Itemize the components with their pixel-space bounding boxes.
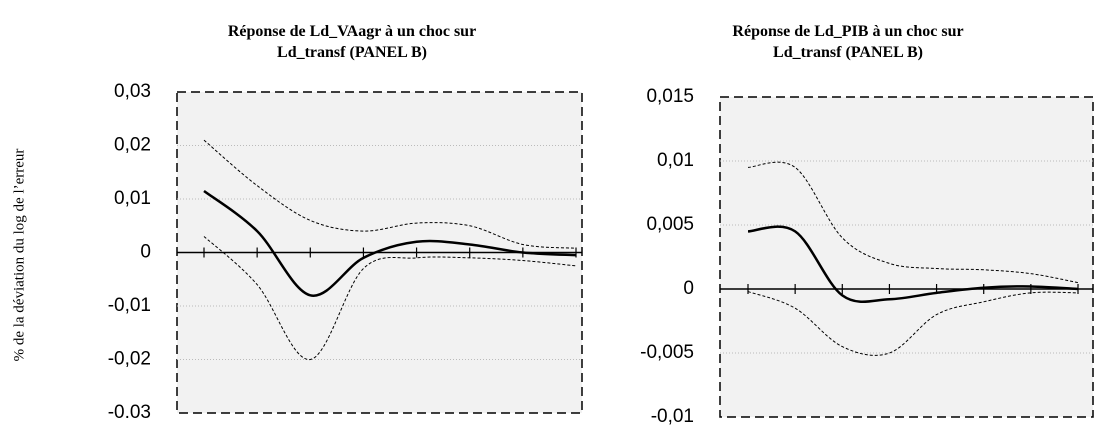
y-tick-label: 0,015 — [646, 86, 694, 107]
y-tick-label: -0,005 — [640, 342, 694, 363]
y-tick-label: -0,01 — [108, 295, 151, 316]
chart-title: Réponse de Ld_PIB à un choc sur — [732, 23, 963, 40]
series-line — [203, 139, 577, 249]
chart-title: Réponse de Ld_VAagr à un choc sur — [228, 23, 476, 40]
y-tick-label: 0,01 — [114, 188, 151, 209]
series-line — [747, 161, 1079, 284]
y-tick-label: 0,005 — [646, 214, 694, 235]
y-tick-label: -0,01 — [651, 406, 694, 425]
chart-subtitle: Ld_transf (PANEL B) — [277, 44, 427, 61]
y-tick-label: 0 — [683, 278, 694, 299]
y-tick-label: -0,02 — [108, 349, 151, 370]
plot-area — [719, 96, 1094, 418]
y-tick-label: 0,03 — [114, 81, 151, 102]
series-line — [747, 225, 1079, 303]
y-axis-label: % de la déviation du log de l’erreur — [11, 149, 27, 362]
y-tick-label: -0.03 — [108, 402, 151, 423]
y-tick-label: 0 — [140, 242, 151, 263]
y-tick-label: 0,01 — [657, 150, 694, 171]
series-line — [203, 236, 577, 361]
y-tick-label: 0,02 — [114, 135, 151, 156]
series-line — [203, 189, 577, 297]
chart-subtitle: Ld_transf (PANEL B) — [773, 44, 923, 61]
